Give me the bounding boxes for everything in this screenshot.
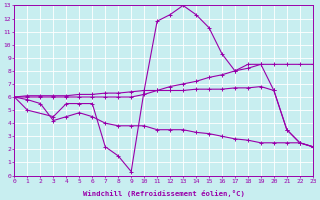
X-axis label: Windchill (Refroidissement éolien,°C): Windchill (Refroidissement éolien,°C): [83, 190, 244, 197]
